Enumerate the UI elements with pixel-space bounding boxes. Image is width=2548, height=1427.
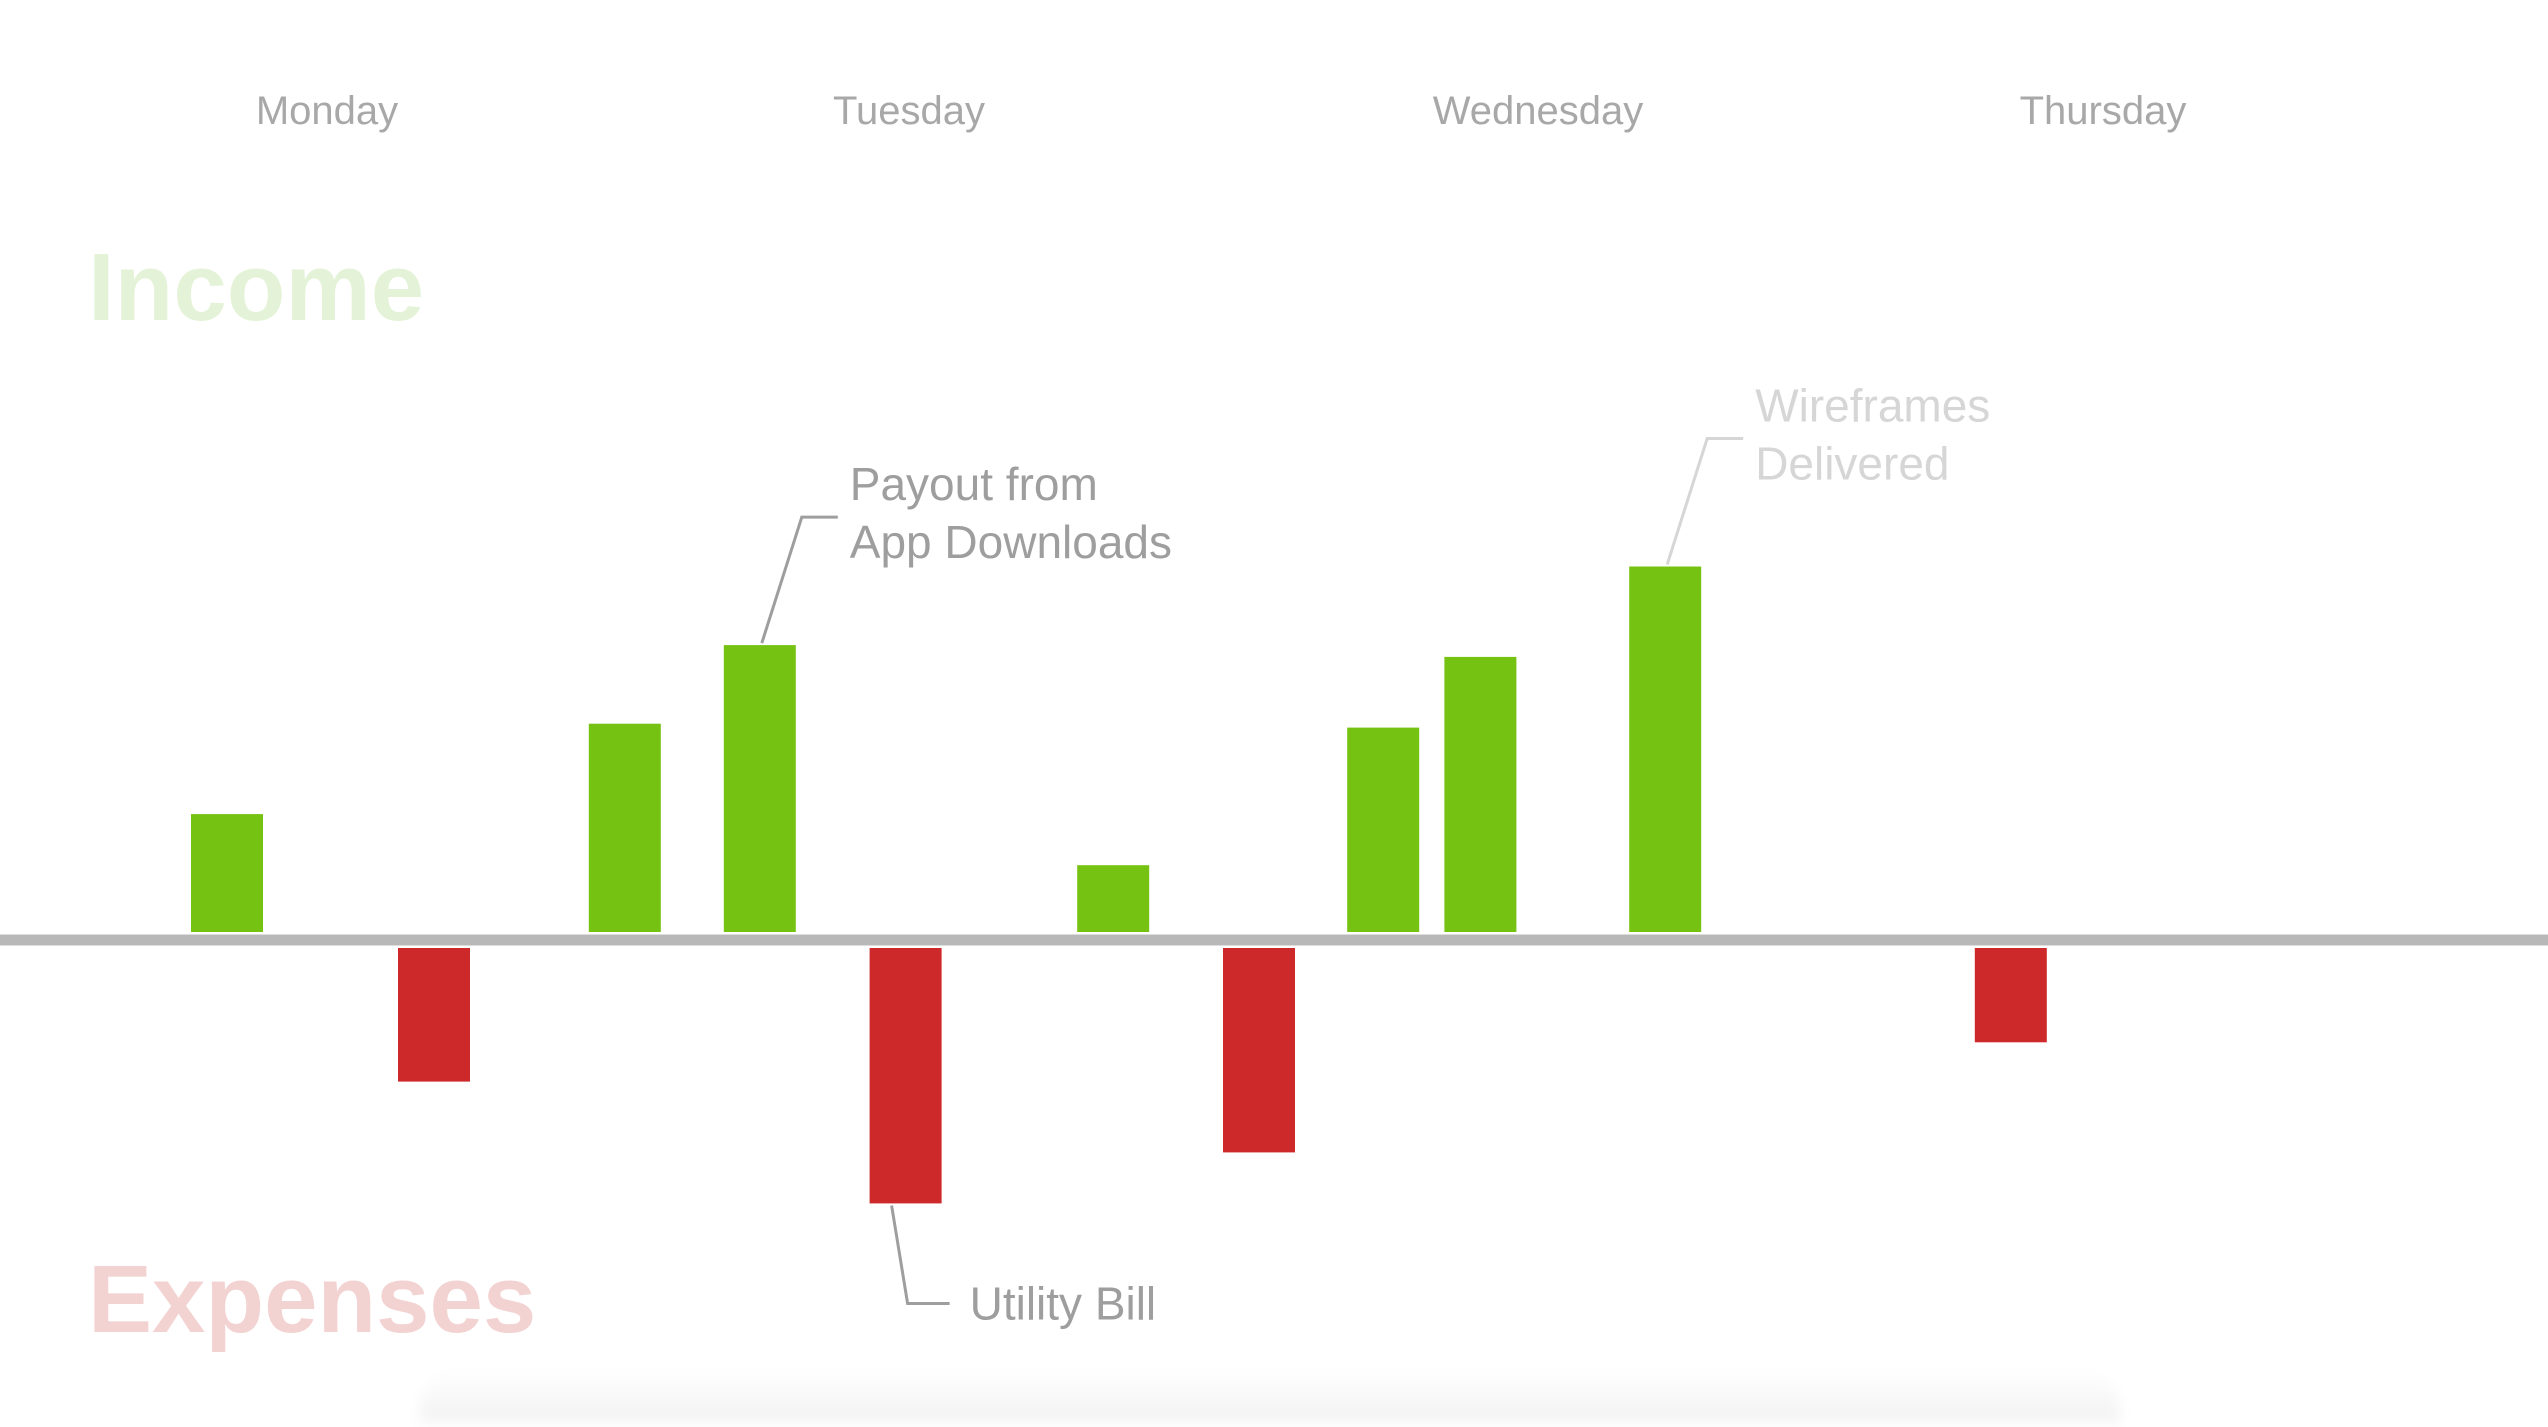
annotation-leader-line-2 <box>1665 437 1744 565</box>
income-bar-monday-0 <box>191 814 263 932</box>
day-label-wednesday: Wednesday <box>1433 89 1644 133</box>
annotation-text-2-1: Delivered <box>1755 438 1949 490</box>
income-bar-wednesday-8 <box>1444 656 1517 932</box>
annotations-group: Payout from App Downloads Utility Bill Wire… <box>760 380 1990 1330</box>
income-bar-thursday-9 <box>1629 566 1702 932</box>
income-bar-wednesday-5 <box>1077 865 1150 932</box>
day-label-tuesday: Tuesday <box>833 89 985 133</box>
expense-bar-thursday-10 <box>1974 948 2047 1043</box>
income-bar-tuesday-2 <box>588 723 661 932</box>
annotation-text-1-0: Utility Bill <box>970 1278 1157 1330</box>
income-bar-wednesday-7 <box>1347 727 1420 932</box>
day-label-thursday: Thursday <box>2020 89 2187 133</box>
annotation-text-0-1: App Downloads <box>850 516 1172 568</box>
income-bar-tuesday-3 <box>723 645 796 932</box>
day-label-monday: Monday <box>256 89 398 133</box>
expenses-section-label: Expenses <box>88 1246 536 1353</box>
annotation-text-0-0: Payout from <box>850 458 1098 510</box>
annotation-0: Payout from App Downloads <box>760 458 1172 644</box>
annotation-leader-line-0 <box>760 515 838 644</box>
income-section-label: Income <box>88 234 424 341</box>
annotation-1: Utility Bill <box>890 1205 1157 1330</box>
annotation-leader-line-1 <box>890 1205 950 1305</box>
annotation-2: Wireframes Delivered <box>1665 380 1990 565</box>
annotation-text-2-0: Wireframes <box>1755 380 1990 432</box>
bars-group <box>191 566 2047 1204</box>
expense-bar-tuesday-4 <box>869 948 942 1204</box>
expense-bar-wednesday-6 <box>1223 948 1295 1153</box>
bottom-card-shadow <box>420 1370 2120 1422</box>
day-labels: Monday Tuesday Wednesday Thursday <box>256 89 2187 133</box>
expense-bar-monday-1 <box>398 948 470 1082</box>
